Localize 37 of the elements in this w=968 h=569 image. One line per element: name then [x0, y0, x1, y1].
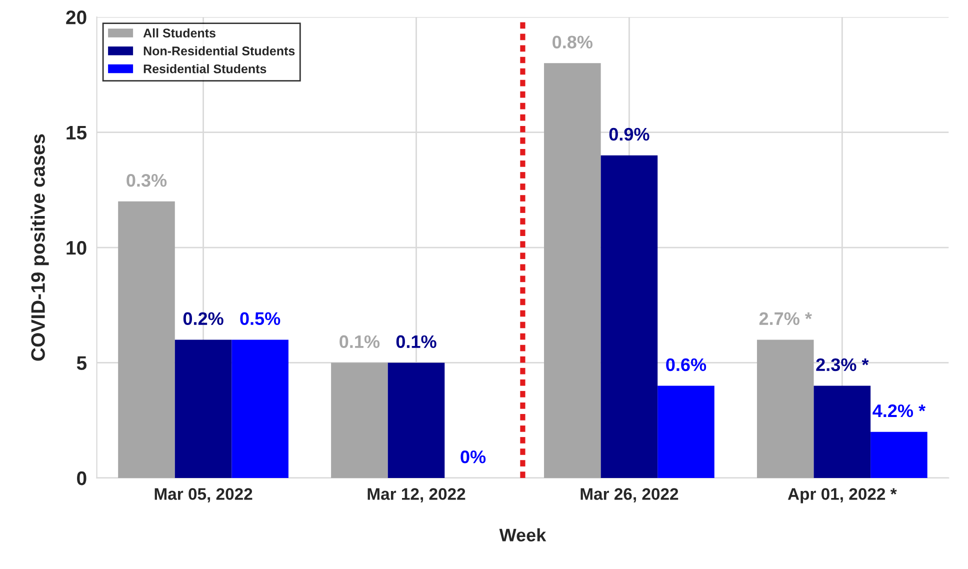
bar [814, 386, 871, 478]
annotation: 0.2% [183, 312, 224, 326]
annotation: 2.7% * [759, 312, 812, 325]
annotation: 0.1% [340, 335, 380, 348]
x-tick-label: Mar 26, 2022 [580, 488, 678, 502]
bar [174, 340, 232, 478]
bar [870, 432, 928, 478]
bar [388, 362, 445, 478]
x-axis-title: Week [499, 528, 546, 542]
annotation: 4.2% * [872, 404, 926, 418]
x-tick-label: Apr 01, 2022 * [788, 488, 897, 504]
bar [544, 63, 601, 478]
x-tick-label: Mar 05, 2022 [154, 488, 252, 502]
bar [658, 386, 714, 478]
annotation: 0% [460, 450, 486, 464]
annotation: 0.6% [666, 358, 706, 372]
bar [756, 340, 814, 478]
bar [118, 201, 175, 478]
annotation: 0.9% [609, 128, 650, 141]
annotation: 0.1% [396, 335, 436, 348]
legend-label: Non-Residential Students [144, 46, 295, 56]
annotation: 0.5% [240, 312, 280, 326]
legend-label: All Students [143, 28, 216, 38]
x-tick-label: Mar 12, 2022 [368, 488, 466, 502]
annotation: 0.3% [126, 174, 167, 187]
y-tick-label: 10 [66, 240, 86, 255]
y-tick-label: 5 [76, 356, 87, 370]
bar [331, 362, 388, 478]
annotation: 2.3% * [816, 358, 869, 372]
y-tick-label: 20 [66, 10, 86, 24]
legend-label: Residential Students [144, 64, 266, 74]
bar [232, 340, 288, 478]
y-axis-title: COVID-19 positive cases [30, 134, 49, 361]
y-tick-label: 15 [66, 126, 87, 140]
bar [600, 155, 658, 478]
y-tick-label: 0 [77, 471, 86, 486]
annotation: 0.8% [552, 36, 593, 48]
